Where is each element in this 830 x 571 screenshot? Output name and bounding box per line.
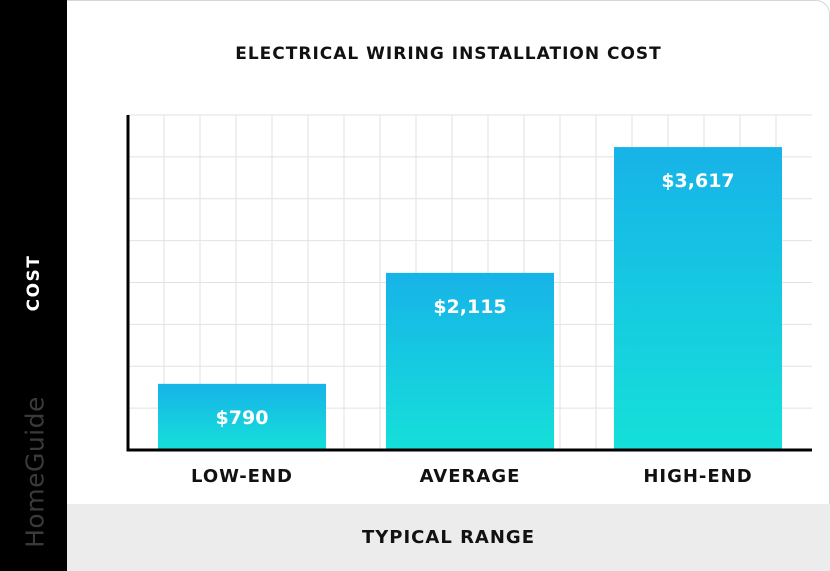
bar-average <box>386 272 554 450</box>
x-tick-label: LOW-END <box>191 466 293 487</box>
bar-value-label: $3,617 <box>661 170 734 192</box>
bar-high-end <box>614 147 782 451</box>
chart-title: ELECTRICAL WIRING INSTALLATION COST <box>235 44 662 64</box>
x-tick-label: AVERAGE <box>420 466 521 487</box>
bar-low-end <box>158 383 326 450</box>
x-tick-label: HIGH-END <box>643 466 752 487</box>
x-axis-label: TYPICAL RANGE <box>361 527 535 548</box>
bar-value-label: $790 <box>216 407 269 429</box>
x-axis-footer: TYPICAL RANGE <box>67 504 830 571</box>
y-axis-sidebar: COST HomeGuide <box>0 0 67 571</box>
bar-value-label: $2,115 <box>433 296 506 318</box>
